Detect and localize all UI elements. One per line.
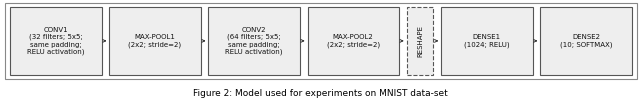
Text: RESHAPE: RESHAPE — [417, 25, 423, 57]
Bar — [540, 7, 632, 75]
Text: CONV1
(32 filters; 5x5;
same padding;
RELU activation): CONV1 (32 filters; 5x5; same padding; RE… — [27, 27, 84, 55]
Bar — [5, 3, 637, 79]
Bar — [209, 7, 300, 75]
Text: MAX-POOL2
(2x2; stride=2): MAX-POOL2 (2x2; stride=2) — [326, 34, 380, 48]
Bar — [308, 7, 399, 75]
Bar — [10, 7, 102, 75]
Bar — [109, 7, 201, 75]
Text: CONV2
(64 filters; 5x5;
same padding;
RELU activation): CONV2 (64 filters; 5x5; same padding; RE… — [225, 27, 283, 55]
Bar — [406, 7, 433, 75]
Text: MAX-POOL1
(2x2; stride=2): MAX-POOL1 (2x2; stride=2) — [129, 34, 182, 48]
Text: Figure 2: Model used for experiments on MNIST data-set: Figure 2: Model used for experiments on … — [193, 89, 447, 98]
Text: DENSE2
(10; SOFTMAX): DENSE2 (10; SOFTMAX) — [560, 34, 612, 48]
Bar — [441, 7, 532, 75]
Text: DENSE1
(1024; RELU): DENSE1 (1024; RELU) — [464, 34, 509, 48]
